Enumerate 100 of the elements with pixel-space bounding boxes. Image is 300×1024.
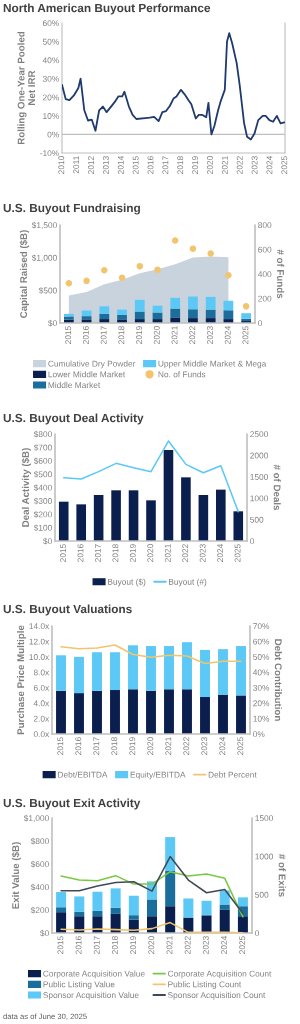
x-tick-label: 2025 [234, 544, 241, 562]
legend-label: Debt Percent [208, 771, 257, 778]
y-tick-label: -10% [40, 150, 59, 157]
legend-label: Debt/EBITDA [58, 771, 108, 778]
y2-tick-label: 20% [253, 700, 270, 707]
legend-label: Corporate Acquisition Value [43, 970, 145, 979]
y2-tick-label: 0 [258, 320, 263, 327]
x-tick-label: 2023 [202, 936, 209, 954]
x-tick-label: 2019 [136, 326, 143, 344]
x-tick-label: 2022 [236, 156, 243, 174]
x-tick-label: 2010 [58, 156, 65, 174]
x-tick-label: 2023 [201, 737, 208, 755]
x-tick-label: 2021 [166, 936, 173, 954]
y2-axis-title: Debt Contribution [274, 639, 282, 721]
y-tick-label: $600 [33, 457, 52, 465]
y-tick-label: $800 [33, 430, 52, 438]
legend-label: Corporate Acquisition Count [167, 970, 272, 979]
x-tick-label: 2012 [88, 156, 94, 174]
legend-label: Cumulative Dry Powder [48, 360, 136, 369]
legend-label: Sponsor Acquisition Value [43, 991, 139, 1000]
y-tick-label: $200 [33, 511, 52, 518]
x-tick-label: 2013 [102, 156, 109, 174]
x-tick-label: 2018 [111, 737, 118, 755]
chart-title: U.S. Buyout Valuations [3, 604, 132, 616]
y-tick-label: 40% [42, 57, 59, 64]
x-tick-label: 2017 [93, 737, 100, 755]
x-tick-label: 2017 [100, 326, 107, 344]
y-tick-label: 8.0x [33, 669, 50, 676]
x-tick-label: 2020 [148, 936, 155, 954]
y-tick-label: $500 [38, 287, 57, 294]
x-tick-label: 2021 [221, 156, 228, 174]
y-tick-label: $200 [30, 906, 49, 914]
y2-axis-title: # of Funds [277, 249, 285, 299]
x-tick-label: 2018 [112, 544, 119, 562]
y-tick-label: 14.0x [29, 623, 50, 630]
x-tick-label: 2017 [162, 156, 169, 174]
y2-tick-label: 1000 [250, 495, 268, 502]
x-tick-label: 2017 [94, 544, 101, 562]
x-tick-label: 2025 [242, 326, 249, 344]
y-tick-label: 10% [43, 113, 59, 119]
y2-tick-label: 10% [253, 715, 270, 722]
y-tick-label: 4.0x [33, 700, 50, 707]
y-tick-label: $1,000 [23, 814, 49, 823]
x-tick-label: 2018 [118, 326, 125, 344]
y2-tick-label: 2000 [250, 452, 268, 459]
x-tick-label: 2011 [73, 156, 80, 174]
y2-tick-label: 200 [258, 295, 272, 302]
y2-axis-title: # of Exits [278, 854, 286, 897]
x-tick-label: 2024 [221, 936, 227, 954]
x-tick-label: 2020 [153, 326, 160, 344]
y-tick-label: $400 [33, 484, 52, 492]
y-axis-title: Purchase Price Multiple [17, 625, 27, 735]
x-tick-label: 2024 [224, 326, 231, 344]
y-tick-label: $500 [33, 470, 52, 478]
x-tick-label: 2019 [129, 544, 136, 562]
y-axis-title: Capital Raised ($B) [19, 230, 29, 318]
legend-label: Lower Middle Market [48, 371, 126, 378]
chart-title: U.S. Buyout Fundraising [3, 203, 140, 215]
x-tick-label: 2025 [239, 936, 246, 954]
x-tick-label: 2020 [147, 544, 154, 562]
x-tick-label: 2023 [207, 326, 213, 344]
y-tick-label: $400 [30, 883, 49, 891]
x-tick-label: 2021 [171, 326, 178, 344]
y2-tick-label: 1500 [255, 815, 273, 822]
x-tick-label: 2024 [266, 156, 273, 174]
legend-label: Buyout (#) [169, 578, 207, 587]
x-tick-label: 2020 [207, 156, 213, 174]
x-tick-label: 2019 [192, 156, 199, 174]
y-tick-label: 20% [42, 94, 59, 101]
x-tick-label: 2019 [129, 737, 136, 755]
y-tick-label: $0 [43, 537, 52, 545]
y2-tick-label: 50% [253, 654, 270, 660]
y2-tick-label: 600 [258, 246, 272, 253]
y2-tick-label: 800 [258, 222, 272, 229]
x-tick-label: 2019 [130, 936, 137, 954]
x-tick-label: 2015 [57, 936, 64, 954]
x-tick-label: 2025 [237, 737, 244, 755]
y-tick-label: $0 [48, 319, 57, 327]
legend-label: Public Listing Count [168, 981, 242, 989]
legend-label: Middle Market [48, 381, 101, 388]
y-tick-label: 60% [42, 20, 59, 27]
x-tick-label: 2016 [77, 544, 84, 562]
x-tick-label: 2018 [111, 936, 118, 954]
y2-tick-label: 500 [250, 516, 264, 523]
y-axis-title: Exit Value ($B) [11, 842, 21, 909]
y2-tick-label: 500 [255, 891, 269, 898]
x-tick-label: 2015 [57, 737, 64, 755]
legend-label: No. of Funds [158, 371, 206, 378]
x-tick-label: 2018 [177, 156, 184, 174]
y-tick-label: 10.0x [29, 654, 50, 660]
chart-title: North American Buyout Performance [3, 3, 211, 15]
x-tick-label: 2015 [132, 156, 139, 174]
y-tick-label: $1,000 [31, 254, 57, 262]
y-tick-label: 0% [47, 131, 59, 138]
y2-tick-label: 30% [253, 684, 270, 691]
y-tick-label: 30% [42, 75, 59, 82]
x-tick-label: 2016 [75, 737, 82, 755]
y-tick-label: 12.0x [29, 638, 50, 645]
y-axis-title: Deal Activity ($B) [21, 448, 31, 527]
y2-tick-label: 0 [255, 930, 260, 937]
